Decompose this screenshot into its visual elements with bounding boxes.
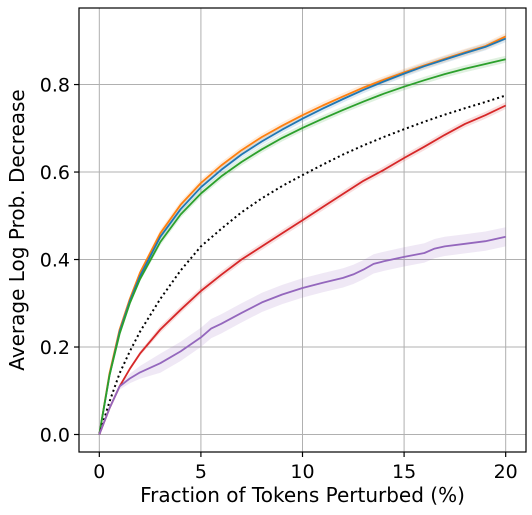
y-axis-label: Average Log Prob. Decrease: [5, 89, 29, 370]
series-lines: [98, 35, 507, 435]
series-4-line: [98, 104, 507, 435]
series-5-line: [98, 235, 506, 435]
x-tick-label: 15: [392, 461, 416, 483]
y-tick-label: 0.2: [40, 337, 70, 359]
x-tick-label: 20: [494, 461, 518, 483]
ticks: 0 5 10 15 20 0.0 0.2 0.4 0.6 0.8: [40, 75, 518, 483]
series-5-band: [99, 227, 506, 435]
series-3-line: [98, 94, 507, 435]
x-tick-label: 5: [195, 461, 207, 483]
x-tick-label: 10: [290, 461, 314, 483]
confidence-bands: [99, 32, 506, 435]
y-tick-label: 0.4: [40, 250, 70, 272]
x-axis-label: Fraction of Tokens Perturbed (%): [140, 483, 465, 507]
y-tick-label: 0.8: [40, 75, 70, 97]
x-tick-label: 0: [93, 461, 105, 483]
series-1-line: [98, 37, 507, 435]
series-2-line: [98, 58, 506, 435]
y-tick-label: 0.0: [40, 425, 70, 447]
series-0-band: [99, 32, 506, 435]
y-tick-label: 0.6: [40, 162, 70, 184]
grid: [79, 8, 526, 452]
